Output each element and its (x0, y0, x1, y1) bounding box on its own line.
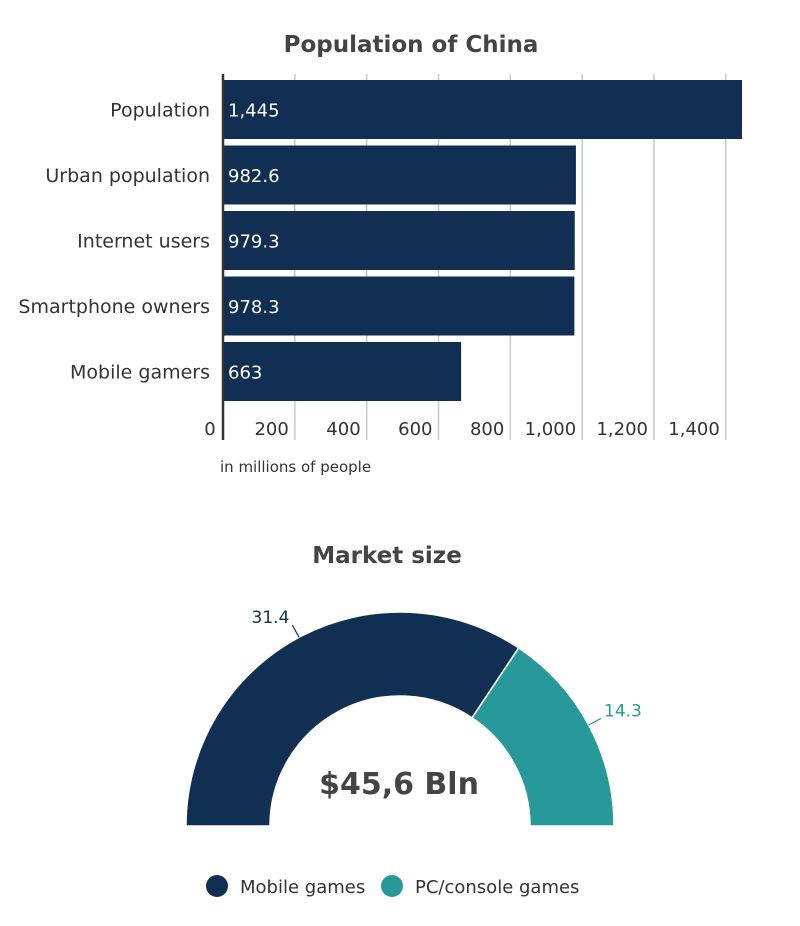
bar-chart: Population of China Population Urban popu… (18, 32, 742, 476)
bar-category-label: Population (110, 100, 210, 122)
legend-swatch-mobile-games (206, 875, 228, 897)
bar-category-label: Mobile gamers (70, 362, 210, 384)
donut-value-label: 14.3 (604, 701, 642, 721)
donut-value-label: 31.4 (252, 608, 290, 628)
bar-category-label: Urban population (45, 165, 210, 187)
bar (224, 80, 742, 139)
bar-x-tick-label: 600 (398, 419, 432, 440)
bar-value-label: 982.6 (228, 166, 280, 187)
bar-chart-axis-note: in millions of people (220, 458, 371, 476)
bar-chart-category-labels: Population Urban population Internet users… (18, 100, 210, 384)
bar-x-tick-label: 1,400 (668, 419, 720, 440)
donut-chart-slices (185, 611, 615, 827)
donut-slice (185, 611, 520, 827)
bar (224, 145, 576, 205)
donut-slice (471, 646, 615, 827)
bar-value-label: 1,445 (228, 101, 280, 122)
donut-leader-line (588, 717, 602, 726)
bar (224, 342, 462, 401)
bar-value-label: 663 (228, 363, 262, 384)
bar-x-tick-label: 400 (326, 419, 360, 440)
bar-x-tick-label: 0 (204, 419, 215, 440)
bar (224, 276, 575, 336)
bar-x-tick-label: 800 (470, 419, 504, 440)
donut-center-label: $45,6 Bln (319, 767, 479, 802)
bar-chart-value-labels: 1,445 982.6 979.3 978.3 663 (228, 101, 280, 384)
donut-leader-line (291, 624, 300, 638)
donut-legend: Mobile games PC/console games (206, 875, 579, 898)
bar-value-label: 979.3 (228, 232, 280, 253)
donut-chart-title: Market size (312, 543, 462, 569)
bar-chart-title: Population of China (284, 32, 539, 58)
bar-category-label: Smartphone owners (18, 296, 210, 318)
legend-label-mobile-games: Mobile games (240, 877, 365, 898)
bar-value-label: 978.3 (228, 297, 280, 318)
bar-x-tick-label: 200 (254, 419, 288, 440)
bar-x-tick-label: 1,200 (596, 419, 648, 440)
bar-x-tick-label: 1,000 (525, 419, 577, 440)
bar-category-label: Internet users (77, 231, 210, 253)
donut-chart-value-labels: 31.4 14.3 (252, 608, 642, 726)
bar-chart-x-ticks: 0 200 400 600 800 1,000 1,200 1,400 (204, 419, 720, 440)
legend-swatch-pc-console-games (381, 875, 403, 897)
bar (224, 211, 575, 270)
donut-chart: Market size 31.4 14.3 $45,6 Bln Mobile ga… (185, 543, 642, 898)
bar-chart-bars (224, 80, 742, 401)
legend-label-pc-console-games: PC/console games (415, 877, 579, 898)
